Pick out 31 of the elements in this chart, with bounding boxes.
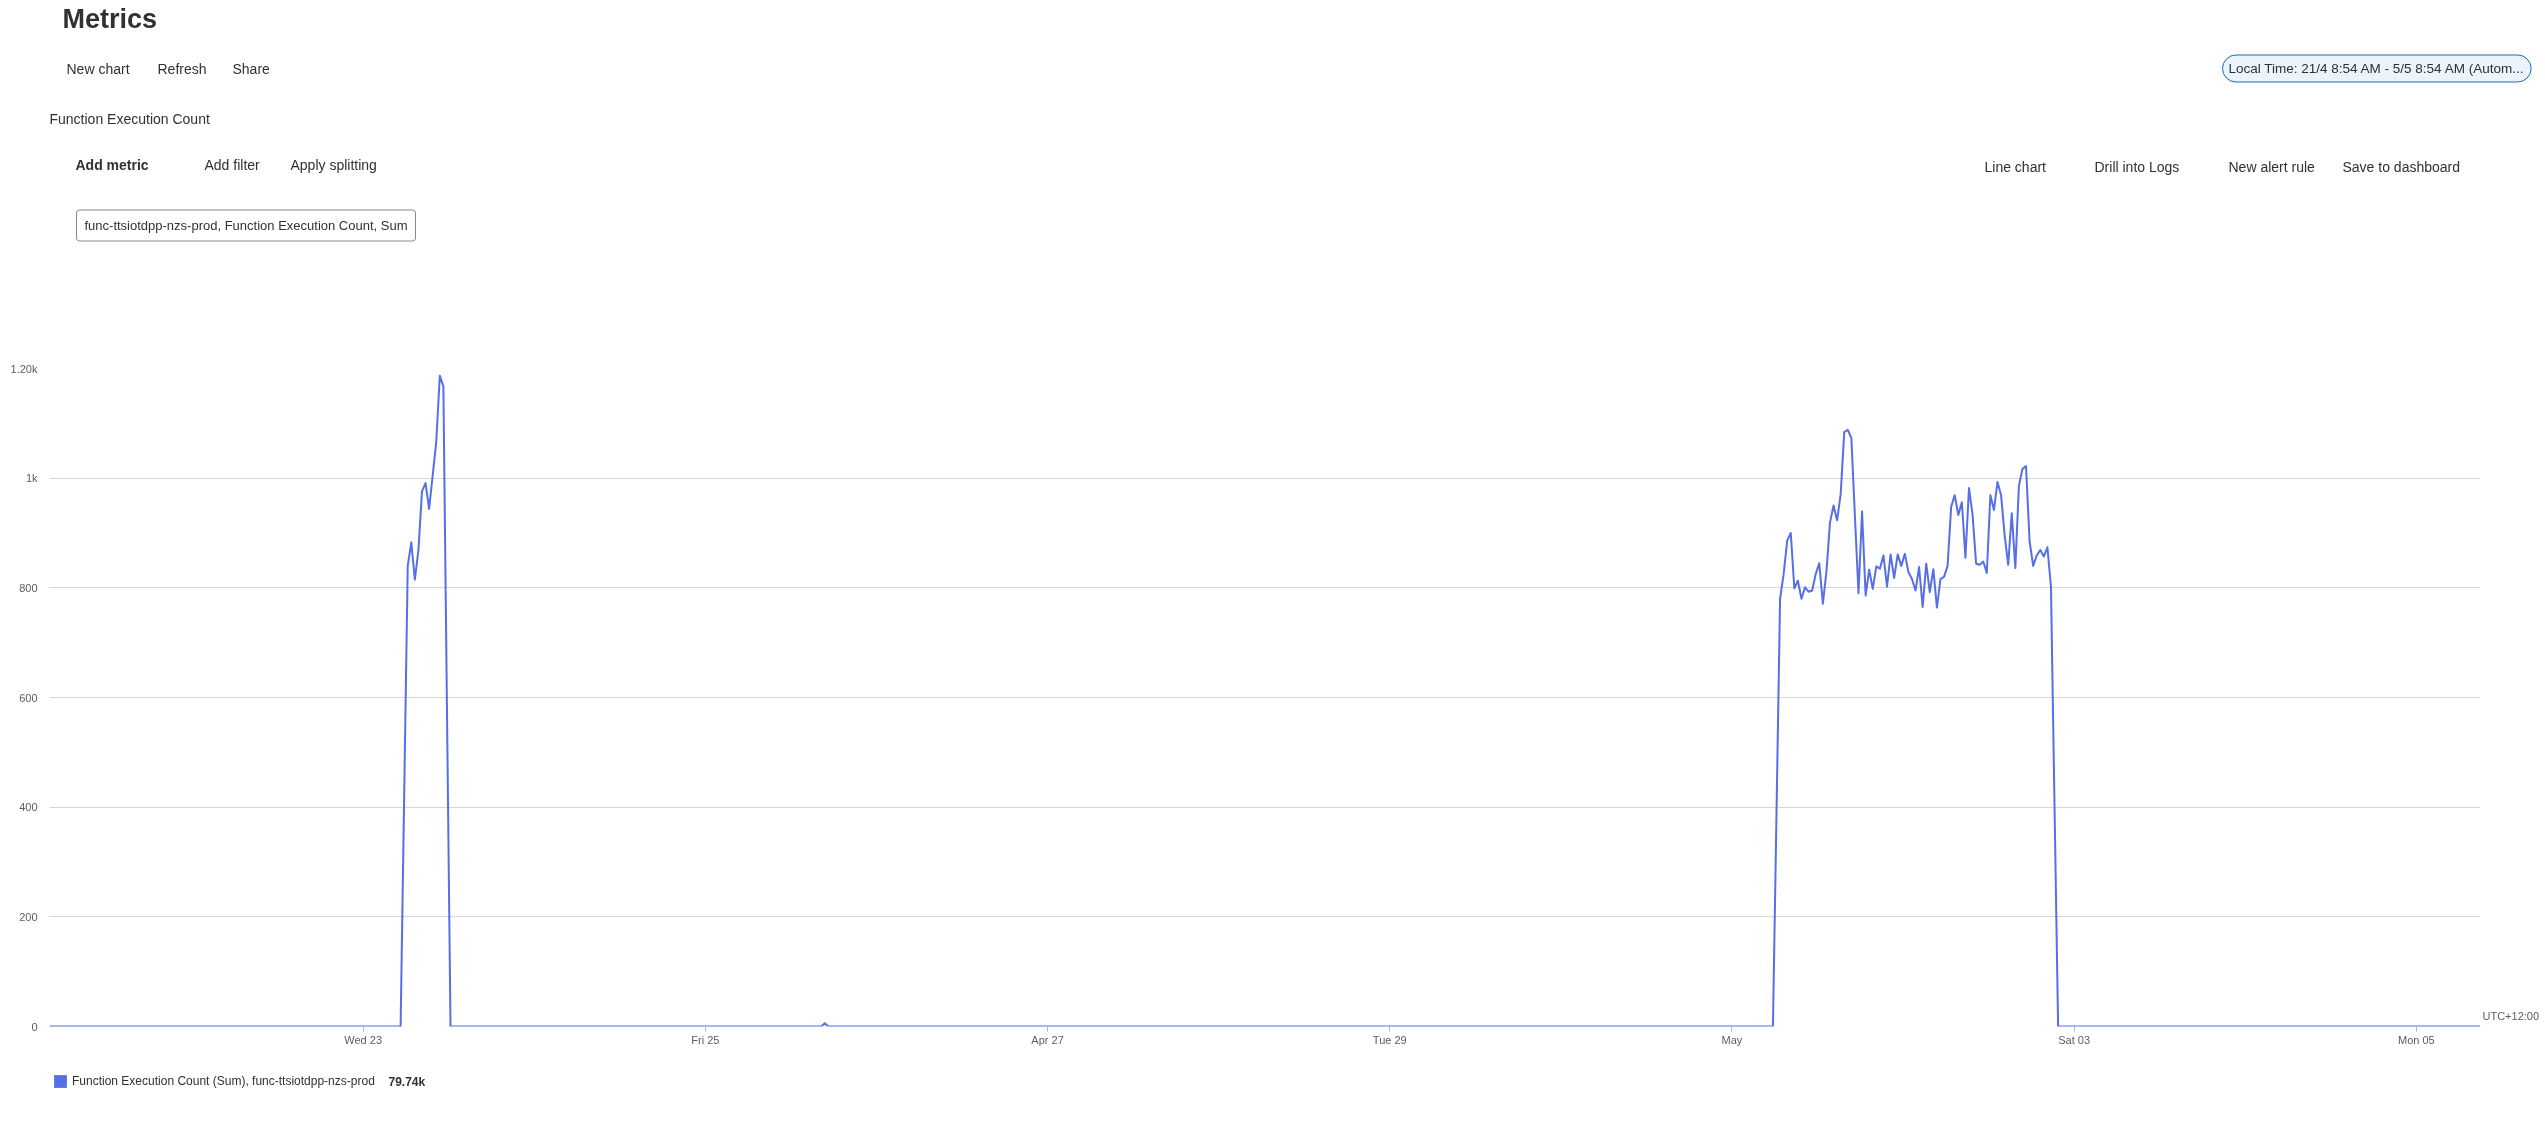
y-tick-label: 600	[19, 691, 38, 704]
text: Refresh	[157, 60, 207, 77]
text: 79.74k	[388, 1074, 426, 1089]
x-tick-label: Apr 27	[1031, 1033, 1064, 1046]
text: UTC+12:00	[2482, 1009, 2540, 1022]
y-tick-label: 1k	[25, 472, 38, 485]
x-tick-label: Mon 05	[2397, 1033, 2435, 1046]
y-tick-label: 800	[19, 581, 38, 594]
y-tick-label: 400	[19, 801, 38, 814]
x-tick-label: Tue 29	[1372, 1033, 1407, 1046]
text: func-ttsiotdpp-nzs-prod, Function Execution Count, Sum	[84, 218, 408, 233]
text: Line chart	[1984, 158, 2047, 175]
legend-label: Function Execution Count (Sum), func-ttsiotdpp-nzs-prod	[72, 1074, 375, 1088]
text: Local Time: 21/4 8:54 AM - 5/5 8:54 AM (Autom...	[2228, 61, 2524, 76]
x-tick-label: Wed 23	[344, 1033, 383, 1046]
text: New chart	[66, 60, 130, 77]
text: Add metric	[75, 156, 149, 173]
text: Drill into Logs	[2094, 158, 2180, 175]
chart-title: Function Execution Count	[49, 110, 210, 127]
text: Apply splitting	[290, 156, 377, 173]
text: New alert rule	[2228, 158, 2316, 175]
text: Save to dashboard	[2342, 158, 2461, 175]
text: Share	[232, 60, 271, 77]
x-tick-label: Sat 03	[2058, 1033, 2091, 1046]
y-tick-label: 200	[19, 910, 38, 923]
y-tick-label: 1.20k	[10, 362, 38, 375]
text: Add filter	[204, 156, 261, 173]
y-tick-label: 0	[31, 1020, 38, 1033]
x-tick-label: May	[1721, 1033, 1743, 1046]
x-tick-label: Fri 25	[691, 1033, 720, 1046]
text: Metrics	[62, 3, 158, 34]
